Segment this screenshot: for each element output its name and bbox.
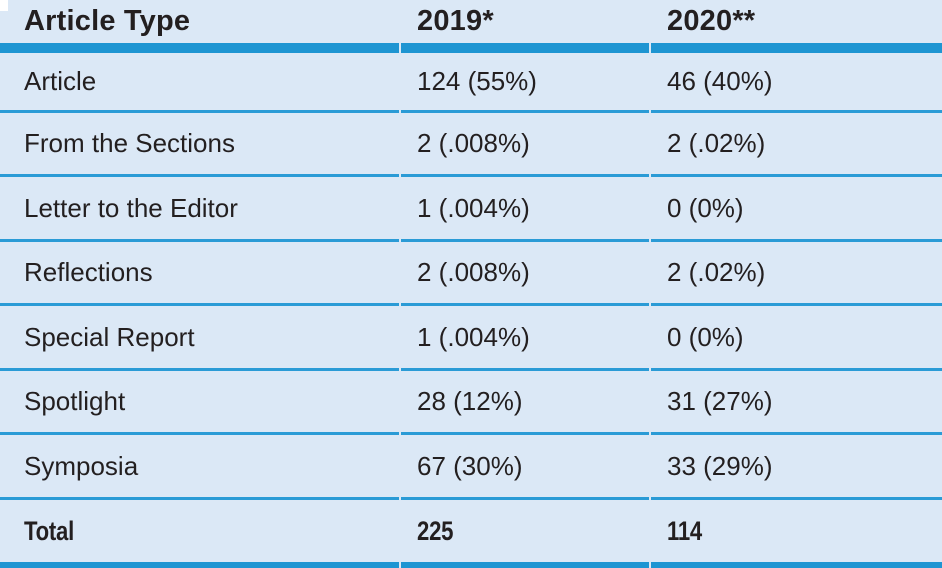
cell-article-type: Letter to the Editor [0,177,399,242]
table-row: Article 124 (55%) 46 (40%) [0,53,942,113]
cell-2019-value: 28 (12%) [401,371,649,435]
page-corner-artifact [0,0,8,11]
cell-article-type: Spotlight [0,371,399,435]
cell-2019-value: 124 (55%) [401,53,649,113]
column-header-2020: 2020** [651,0,942,53]
cell-article-type: Symposia [0,435,399,500]
table-row: Reflections 2 (.008%) 2 (.02%) [0,242,942,306]
cell-total-2020: 114 [651,500,942,568]
column-header-2019: 2019* [401,0,649,53]
table-header-row: Article Type 2019* 2020** [0,0,942,53]
cell-2019-value: 1 (.004%) [401,177,649,242]
table-row: Special Report 1 (.004%) 0 (0%) [0,306,942,371]
cell-2020-value: 2 (.02%) [651,113,942,177]
cell-2020-value: 46 (40%) [651,53,942,113]
cell-total-2019: 225 [401,500,649,568]
cell-total-label: Total [0,500,399,568]
cell-2019-value: 67 (30%) [401,435,649,500]
table-total-row: Total 225 114 [0,500,942,568]
table-row: Symposia 67 (30%) 33 (29%) [0,435,942,500]
cell-article-type: From the Sections [0,113,399,177]
cell-2019-value: 1 (.004%) [401,306,649,371]
table-row: Spotlight 28 (12%) 31 (27%) [0,371,942,435]
cell-article-type: Reflections [0,242,399,306]
table-row: From the Sections 2 (.008%) 2 (.02%) [0,113,942,177]
cell-2020-value: 0 (0%) [651,177,942,242]
cell-2020-value: 33 (29%) [651,435,942,500]
column-header-article-type: Article Type [0,0,399,53]
cell-2020-value: 31 (27%) [651,371,942,435]
cell-2020-value: 2 (.02%) [651,242,942,306]
table-row: Letter to the Editor 1 (.004%) 0 (0%) [0,177,942,242]
cell-2019-value: 2 (.008%) [401,113,649,177]
cell-article-type: Article [0,53,399,113]
cell-article-type: Special Report [0,306,399,371]
cell-2020-value: 0 (0%) [651,306,942,371]
cell-2019-value: 2 (.008%) [401,242,649,306]
